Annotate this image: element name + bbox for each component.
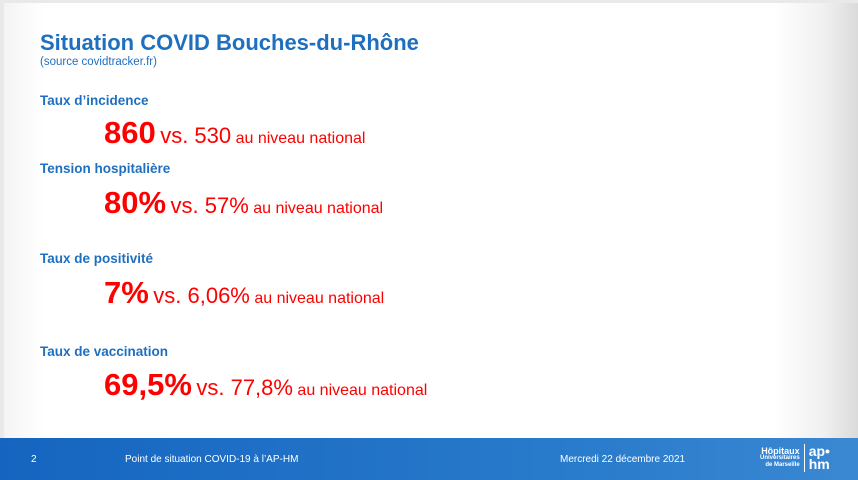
indicator-value-vaccination: 69,5% vs. 77,8% au niveau national xyxy=(104,367,427,403)
slide: Situation COVID Bouches-du-Rhône (source… xyxy=(4,3,858,480)
logo-hm: hm xyxy=(808,456,830,472)
slide-title: Situation COVID Bouches-du-Rhône xyxy=(40,30,419,55)
footer: 2 Point de situation COVID-19 à l’AP-HM … xyxy=(0,438,858,480)
logo-line: de Marseille xyxy=(765,462,800,468)
indicator-label-incidence: Taux d’incidence xyxy=(40,93,149,108)
local-value: 7% xyxy=(104,275,149,310)
aphm-logo: Hôpitaux Universitaires de Marseille ap• hm xyxy=(760,444,830,472)
indicator-value-incidence: 860 vs. 530 au niveau national xyxy=(104,115,365,151)
national-label: au niveau national xyxy=(235,130,366,147)
logo-line: Hôpitaux xyxy=(761,446,800,456)
local-value: 80% xyxy=(104,185,167,220)
footer-subject: Point de situation COVID-19 à l’AP-HM xyxy=(125,454,299,465)
indicator-value-positivity: 7% vs. 6,06% au niveau national xyxy=(104,275,384,311)
logo-line: Universitaires xyxy=(760,455,800,461)
indicator-label-positivity: Taux de positivité xyxy=(40,251,154,266)
national-value: vs. 530 xyxy=(160,123,232,148)
national-value: vs. 6,06% xyxy=(153,283,250,308)
logo-ap: ap• xyxy=(808,443,830,459)
national-label: au niveau national xyxy=(253,200,384,217)
footer-date: Mercredi 22 décembre 2021 xyxy=(560,454,686,465)
indicator-label-vaccination: Taux de vaccination xyxy=(40,344,169,359)
local-value: 860 xyxy=(104,115,156,150)
indicator-label-hospital: Tension hospitalière xyxy=(40,161,171,176)
national-label: au niveau national xyxy=(254,290,385,307)
local-value: 69,5% xyxy=(104,367,192,402)
national-value: vs. 77,8% xyxy=(196,375,293,400)
indicator-value-hospital: 80% vs. 57% au niveau national xyxy=(104,185,383,221)
logo-divider xyxy=(803,444,805,472)
national-label: au niveau national xyxy=(297,382,428,399)
page-number: 2 xyxy=(31,454,37,465)
national-value: vs. 57% xyxy=(170,193,249,218)
source-note: (source covidtracker.fr) xyxy=(40,56,157,68)
